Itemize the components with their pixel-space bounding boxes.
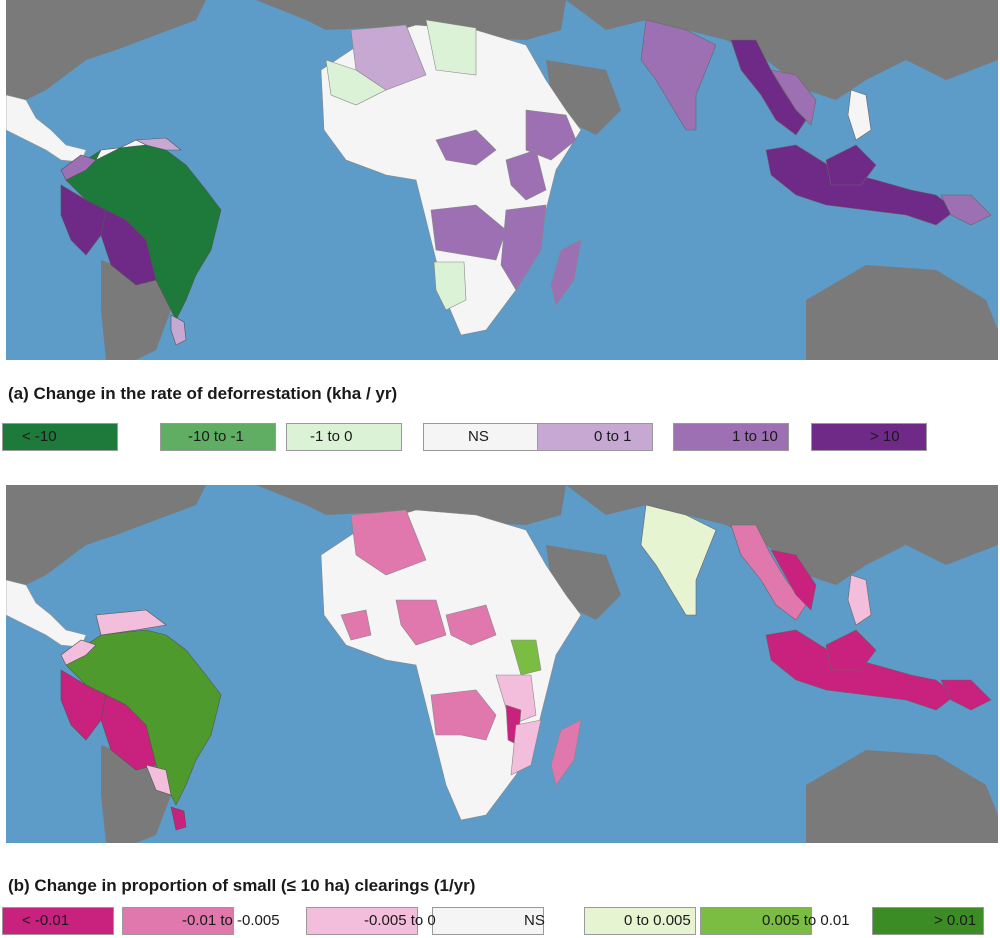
legend-a-swatch-3 — [286, 423, 402, 451]
philippines — [847, 574, 872, 626]
legend-b-swatch-2 — [122, 907, 234, 935]
legend-b-text-2: -0.01 to -0.005 — [182, 912, 280, 929]
legend-a-item-5 — [537, 422, 653, 452]
legend-b-swatch-7 — [872, 907, 984, 935]
panel-b-title: (b) Change in proportion of small (≤ 10 … — [8, 876, 476, 895]
legend-a-swatch-1 — [2, 423, 118, 451]
north-america-land — [6, 485, 206, 585]
uruguay — [170, 806, 187, 831]
bolivia — [100, 694, 157, 771]
north-america-land — [6, 0, 206, 100]
legend-b-item-6 — [700, 906, 812, 936]
legend-a-text-1: < -10 — [22, 428, 57, 445]
legend-a-swatch-6 — [673, 423, 789, 451]
venezuela-guianas — [95, 609, 167, 636]
legend-a-item-4 — [423, 422, 539, 452]
venezuela — [95, 139, 148, 161]
legend-b-text-6: 0.005 to 0.01 — [762, 912, 850, 929]
peru — [60, 669, 107, 741]
australia-land — [806, 750, 998, 843]
peru — [60, 184, 107, 256]
legend-b-swatch-5 — [584, 907, 696, 935]
papua-new-guinea — [940, 194, 992, 226]
legend-b-swatch-3 — [306, 907, 418, 935]
legend-a-swatch-5 — [537, 423, 653, 451]
legend-a-item-3 — [286, 422, 402, 452]
map-b-svg — [6, 485, 998, 843]
legend-b-text-5: 0 to 0.005 — [624, 912, 691, 929]
legend-a-swatch-2 — [160, 423, 276, 451]
colombia — [60, 639, 97, 666]
legend-b-text-7: > 0.01 — [934, 912, 977, 929]
borneo — [825, 629, 877, 671]
legend-a-text-7: > 10 — [870, 428, 900, 445]
legend-a-item-6 — [673, 422, 789, 452]
papua-new-guinea — [940, 679, 992, 711]
ethiopia — [525, 109, 577, 161]
small-clearings-map — [6, 485, 998, 843]
india — [640, 19, 717, 131]
legend-b-item-4 — [432, 906, 544, 936]
australia-land — [806, 265, 998, 360]
legend-b-swatch-1 — [2, 907, 114, 935]
legend-b-item-5 — [584, 906, 696, 936]
philippines — [847, 89, 872, 141]
asia-land — [566, 485, 998, 585]
legend-b-item-7 — [872, 906, 984, 936]
paraguay — [145, 764, 172, 796]
myanmar-thailand — [730, 39, 807, 136]
legend-a-text-3: -1 to 0 — [310, 428, 353, 445]
legend-a-swatch-4 — [423, 423, 539, 451]
kenya — [510, 639, 542, 676]
legend-a-item-7 — [811, 422, 927, 452]
west-africa — [340, 609, 372, 641]
europe-land — [256, 485, 566, 525]
tanzania-mozambique — [500, 204, 547, 291]
mauritania-mali — [325, 59, 387, 106]
mozambique — [510, 719, 542, 776]
legend-a-text-6: 1 to 10 — [732, 428, 778, 445]
legend-a-text-5: 0 to 1 — [594, 428, 632, 445]
madagascar — [550, 239, 582, 306]
legend-b-item-1 — [2, 906, 114, 936]
angola-zambia — [430, 204, 507, 261]
south-america-south — [101, 260, 171, 360]
legend-b-text-4: NS — [524, 912, 545, 929]
libya — [425, 19, 477, 76]
legend-a-item-2 — [160, 422, 276, 452]
legend-b-swatch-4 — [432, 907, 544, 935]
myanmar — [730, 524, 807, 621]
legend-a-text-2: -10 to -1 — [188, 428, 244, 445]
algeria — [350, 509, 427, 576]
borneo — [825, 144, 877, 186]
angola-zambia — [430, 689, 497, 741]
madagascar — [550, 719, 582, 786]
legend-a-item-1: < -10 — [2, 422, 118, 452]
legend-b-item-2 — [122, 906, 234, 936]
legend-a-text-4: NS — [468, 428, 489, 445]
kenya-uganda — [505, 149, 547, 201]
bolivia — [100, 209, 157, 286]
legend-a-swatch-7 — [811, 423, 927, 451]
legend-b-text-3: -0.005 to 0 — [364, 912, 436, 929]
uruguay — [170, 314, 187, 346]
laos-cambodia — [770, 69, 817, 126]
india — [640, 504, 717, 616]
europe-land — [256, 0, 566, 40]
nigeria — [395, 599, 447, 646]
panel-a-title: (a) Change in the rate of deforrestation… — [8, 384, 398, 403]
map-a-svg — [6, 0, 998, 360]
colombia — [60, 154, 97, 181]
legend-b-item-3 — [306, 906, 418, 936]
deforestation-rate-map — [6, 0, 998, 360]
asia-land — [566, 0, 998, 100]
laos-vietnam — [770, 549, 817, 611]
legend-b-text-1: < -0.01 — [22, 912, 70, 929]
legend-b-swatch-6 — [700, 907, 812, 935]
namibia — [433, 261, 467, 311]
algeria — [350, 24, 427, 91]
central-african-rep — [445, 604, 497, 646]
central-african-rep — [435, 129, 497, 166]
